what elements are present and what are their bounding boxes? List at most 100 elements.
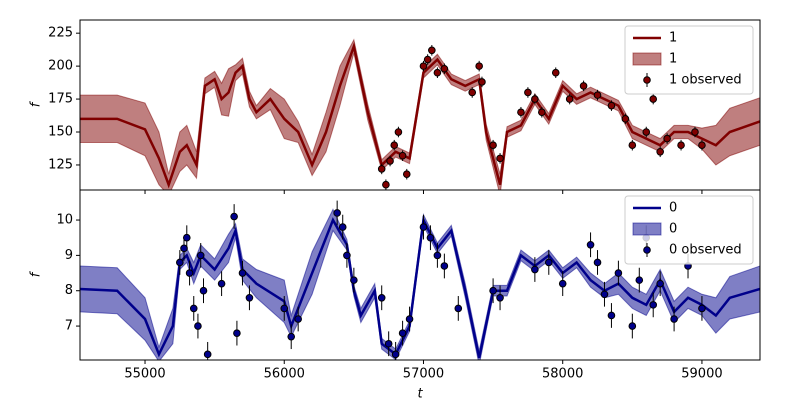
legend-label: 0 xyxy=(669,201,677,216)
observed-point xyxy=(343,251,351,260)
observed-point xyxy=(614,269,623,277)
observed-point xyxy=(593,91,602,99)
observed-point xyxy=(419,223,428,231)
observed-point xyxy=(350,276,358,284)
x-tick-label: 57000 xyxy=(403,367,444,382)
observed-point xyxy=(402,170,411,178)
plot-area xyxy=(80,200,760,360)
observed-point xyxy=(194,322,202,330)
observed-point xyxy=(333,209,341,217)
observed-point xyxy=(386,157,394,165)
observed-point xyxy=(287,332,296,341)
observed-point xyxy=(176,258,184,267)
observed-point xyxy=(419,62,428,70)
x-tick-label: 56000 xyxy=(264,367,305,382)
observed-point xyxy=(433,68,442,77)
observed-point xyxy=(468,88,477,97)
observed-point xyxy=(656,279,664,288)
observed-point xyxy=(586,240,595,249)
y-axis-label: f xyxy=(29,100,44,107)
observed-point xyxy=(196,251,205,260)
y-tick-label: 225 xyxy=(48,26,73,41)
legend-swatch xyxy=(643,76,651,84)
y-tick-label: 175 xyxy=(48,92,73,107)
observed-point xyxy=(423,55,432,64)
observed-point xyxy=(593,258,602,267)
legend-label: 1 xyxy=(669,52,677,67)
observed-point xyxy=(238,269,247,277)
y-tick-label: 125 xyxy=(48,157,73,172)
observed-point xyxy=(182,233,191,242)
observed-point xyxy=(189,304,198,313)
observed-point xyxy=(391,350,400,359)
observed-point xyxy=(475,62,483,70)
y-tick-label: 7 xyxy=(65,319,73,334)
observed-point xyxy=(433,251,442,260)
observed-point xyxy=(538,108,546,117)
observed-point xyxy=(649,95,658,103)
observed-point xyxy=(544,258,553,267)
observed-point xyxy=(398,329,407,337)
observed-point xyxy=(558,279,567,288)
observed-point xyxy=(531,95,539,103)
legend-swatch xyxy=(632,222,662,236)
observed-point xyxy=(628,322,637,330)
observed-point xyxy=(454,304,463,313)
observed-point xyxy=(440,64,449,73)
observed-point xyxy=(384,339,393,348)
observed-point xyxy=(405,315,414,323)
observed-point xyxy=(426,233,435,242)
observed-point xyxy=(217,279,226,288)
axes-frame xyxy=(79,189,761,361)
legend-label: 1 observed xyxy=(669,73,742,88)
x-axis-label: t xyxy=(417,387,423,401)
observed-point xyxy=(382,180,390,189)
observed-point xyxy=(489,141,497,149)
observed-point xyxy=(394,128,403,136)
legend-label: 0 observed xyxy=(669,243,742,258)
observed-point xyxy=(677,141,685,149)
observed-point xyxy=(398,151,407,160)
observed-point xyxy=(656,147,664,156)
observed-point xyxy=(517,108,525,117)
observed-point xyxy=(377,293,386,302)
legend-box xyxy=(624,25,754,95)
observed-point xyxy=(245,293,254,302)
observed-point xyxy=(642,128,651,136)
legend-label: 1 xyxy=(669,31,677,46)
observed-point xyxy=(600,290,609,299)
observed-point xyxy=(551,68,560,77)
observed-point xyxy=(524,88,532,97)
y-tick-label: 9 xyxy=(65,248,73,263)
legend-box xyxy=(624,195,754,265)
observed-point xyxy=(280,304,289,313)
observed-point xyxy=(607,311,616,320)
observed-point xyxy=(670,315,678,323)
legend-label: 0 xyxy=(669,222,677,237)
observed-point xyxy=(698,141,706,149)
observed-point xyxy=(203,350,212,359)
observed-point xyxy=(691,128,699,136)
observed-point xyxy=(294,315,302,323)
y-tick-label: 200 xyxy=(48,59,73,74)
y-tick-label: 10 xyxy=(56,213,73,228)
observed-point xyxy=(440,262,449,270)
y-axis-label: f xyxy=(29,270,44,277)
x-tick-label: 59000 xyxy=(681,367,722,382)
observed-point xyxy=(531,265,539,274)
observed-point xyxy=(649,301,658,309)
observed-point xyxy=(377,165,386,173)
observed-point xyxy=(698,304,706,313)
observed-point xyxy=(663,134,671,143)
observed-point xyxy=(390,141,399,149)
legend-swatch xyxy=(643,246,651,254)
observed-point xyxy=(607,101,616,110)
observed-point xyxy=(621,115,630,123)
observed-point xyxy=(628,141,637,149)
observed-point xyxy=(565,95,574,103)
observed-point xyxy=(199,286,208,295)
x-tick-label: 58000 xyxy=(542,367,583,382)
observed-point xyxy=(185,269,194,277)
x-tick-label: 55000 xyxy=(124,367,165,382)
